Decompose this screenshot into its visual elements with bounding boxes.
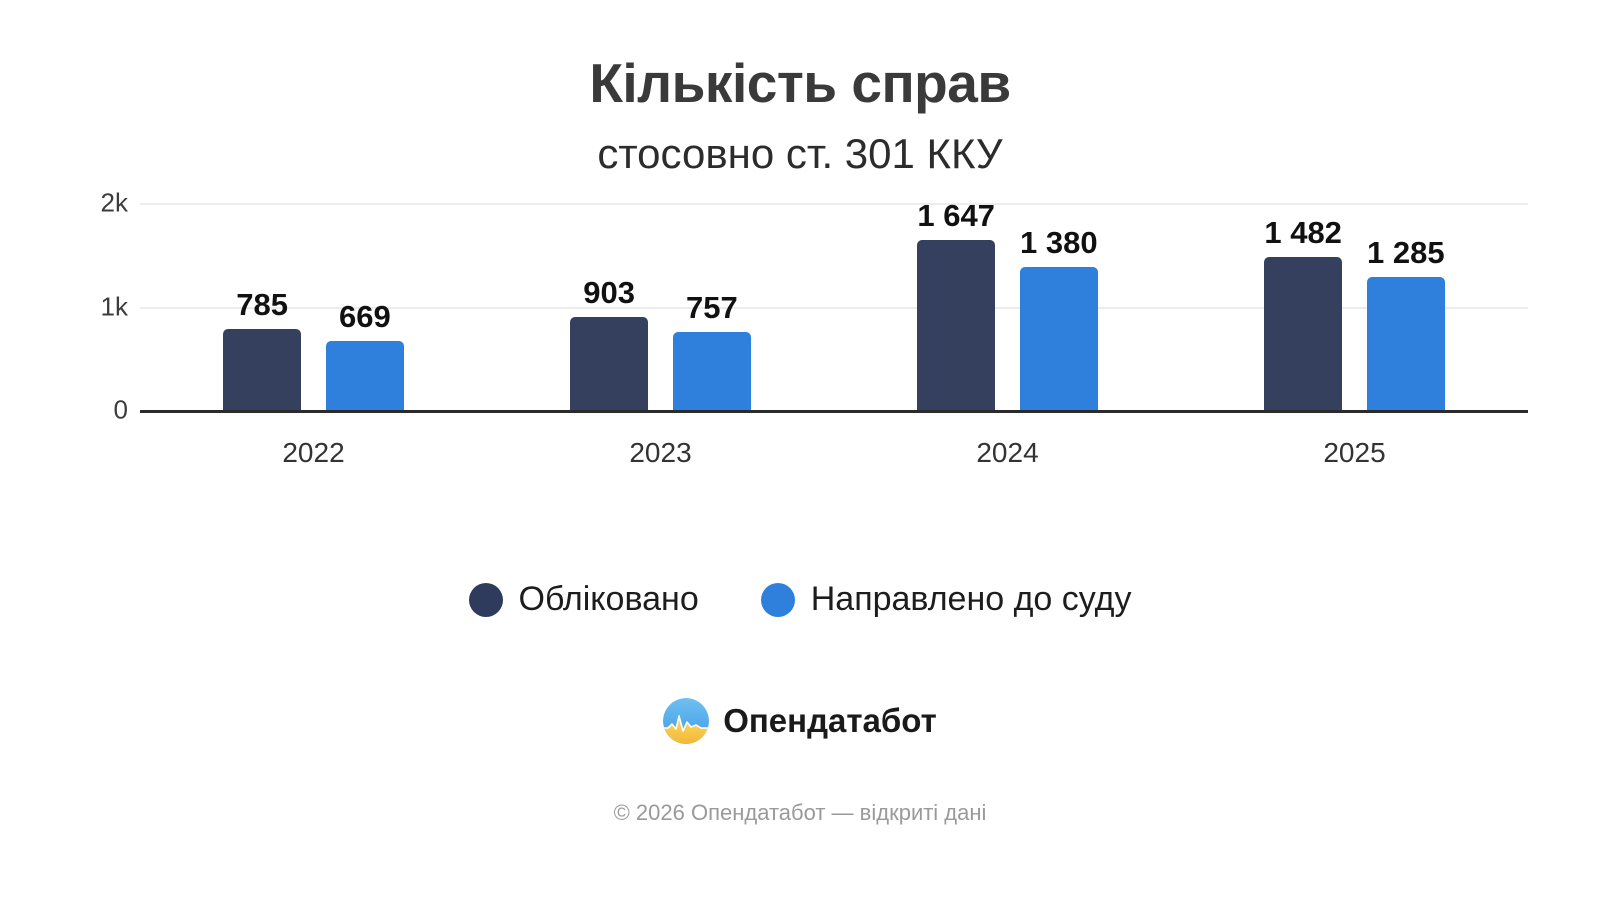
gridlines [140,187,1528,427]
x-axis: 2022 2023 2024 2025 [140,437,1528,477]
page-title: Кількість справ [589,52,1011,114]
bar-value-label: 1 647 [917,197,995,233]
x-axis-tick-label: 2025 [1323,437,1386,468]
legend-item-label: Обліковано [518,580,699,618]
chart-legend: Обліковано Направлено до суду [0,580,1600,619]
bar-value-label: 1 380 [1020,225,1098,261]
bar-value-label: 669 [338,298,391,334]
gridline [140,306,1528,309]
bar-2023-registered[interactable] [570,316,648,410]
y-axis-tick-label: 1k [100,291,128,321]
bar-value-label: 1 482 [1264,214,1342,250]
gridline [140,203,1528,205]
bar-value-label: 785 [236,286,289,322]
bars-layer: 785 669 903 757 1 647 1 380 1 482 1 285 [140,187,1528,410]
x-axis-line [140,410,1528,413]
bar-value-label: 757 [685,289,738,325]
x-axis-tick-label: 2023 [629,437,692,468]
page-subtitle: стосовно ст. 301 ККУ [597,130,1003,177]
chart-header: Кількість справ стосовно ст. 301 ККУ [0,0,1600,175]
bar-value-label: 1 285 [1367,235,1445,270]
x-axis-tick-label: 2024 [976,437,1039,468]
circle-icon [760,582,795,617]
chart-plot-area: 0 1k 2k 785 669 903 757 1 647 1 380 1 482 1 285 2… [0,187,1600,487]
y-axis-tick-label: 2k [100,187,128,218]
x-axis-tick-label: 2022 [282,437,345,468]
copyright-footer: © 2026 Опендатабот — відкриті дані [613,800,987,825]
y-axis-tick-label: 0 [113,394,128,425]
brand-name: Опендатабот [723,702,937,739]
legend-item-registered[interactable]: Обліковано [468,580,699,619]
bar-2024-registered[interactable] [917,239,995,410]
circle-icon [468,582,503,617]
bar-value-label: 903 [583,274,636,310]
legend-item-sent-to-court[interactable]: Направлено до суду [760,580,1132,619]
opendatabot-logo-icon [663,698,710,744]
bar-2022-sent-to-court[interactable] [325,340,404,410]
y-axis: 0 1k 2k [0,187,128,427]
bar-2024-sent-to-court[interactable] [1019,267,1098,410]
bar-2025-sent-to-court[interactable] [1366,277,1445,410]
bar-2023-sent-to-court[interactable] [672,331,751,410]
legend-item-label: Направлено до суду [810,580,1132,618]
bar-2025-registered[interactable] [1264,256,1342,410]
bar-2022-registered[interactable] [223,328,301,410]
brand-block: Опендатабот [0,698,1600,744]
